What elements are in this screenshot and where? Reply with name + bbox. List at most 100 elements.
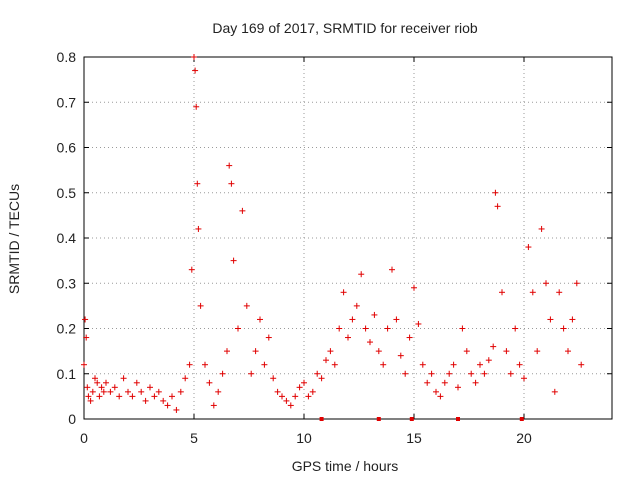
data-point (129, 393, 136, 400)
gap-marker (376, 417, 381, 421)
y-tick-label: 0.8 (57, 49, 77, 65)
y-tick-label: 0.2 (57, 321, 77, 337)
data-point (437, 393, 444, 400)
y-axis-label: SRMTID / TECUs (6, 184, 22, 294)
data-point (406, 334, 413, 341)
data-point (560, 325, 567, 332)
data-point (195, 225, 202, 232)
x-axis-label: GPS time / hours (292, 458, 399, 474)
data-point (353, 302, 360, 309)
data-point (103, 379, 109, 386)
data-point (155, 388, 162, 395)
data-point (411, 284, 417, 291)
data-point (419, 361, 426, 368)
data-point (402, 370, 409, 377)
data-point (164, 402, 171, 409)
data-point (96, 393, 103, 400)
x-tick-label: 5 (190, 430, 198, 446)
data-point (230, 257, 237, 264)
data-point (182, 375, 189, 382)
data-point (239, 207, 246, 214)
data-point (551, 388, 558, 395)
data-point (367, 339, 373, 346)
data-point (547, 316, 554, 323)
data-point (512, 325, 519, 332)
x-tick-label: 10 (296, 430, 312, 446)
data-point (296, 384, 303, 391)
data-point (252, 348, 259, 355)
data-point (331, 361, 338, 368)
data-point (169, 393, 175, 400)
data-point (516, 361, 523, 368)
data-point (191, 54, 197, 60)
data-point (89, 388, 96, 395)
data-point (210, 402, 217, 409)
gap-marker (409, 417, 414, 421)
data-point (521, 375, 527, 382)
data-point (371, 311, 378, 318)
data-point (538, 225, 545, 232)
data-point (340, 289, 347, 296)
data-point (133, 379, 140, 386)
data-point (279, 393, 285, 400)
data-point (120, 375, 127, 382)
data-point (301, 379, 307, 386)
data-point (393, 316, 400, 323)
data-point (193, 103, 200, 110)
data-point (424, 379, 431, 386)
data-point (219, 370, 226, 377)
data-point (147, 384, 153, 391)
data-point (92, 375, 98, 382)
data-point (292, 393, 299, 400)
chart-title: Day 169 of 2017, SRMTID for receiver rio… (212, 20, 478, 36)
data-point (192, 67, 199, 74)
data-point (100, 388, 107, 395)
x-tick-labels: 0 5 10 15 20 (80, 430, 532, 446)
data-point (336, 325, 343, 332)
data-point (94, 379, 101, 386)
data-point (485, 357, 492, 364)
data-point (472, 379, 479, 386)
data-point (305, 393, 312, 400)
data-point (81, 361, 87, 368)
data-point (525, 244, 532, 251)
y-tick-labels: 0 0.1 0.2 0.3 0.4 0.5 0.6 0.7 0.8 (57, 49, 77, 427)
data-point (468, 370, 475, 377)
data-point (151, 393, 158, 400)
y-tick-label: 0.1 (57, 366, 77, 382)
data-point (226, 162, 233, 169)
data-point (397, 352, 404, 359)
y-tick-label: 0.6 (57, 140, 77, 156)
data-point (85, 393, 92, 400)
data-point (197, 302, 204, 309)
data-point (446, 370, 453, 377)
data-point (202, 361, 208, 368)
x-tick-label: 0 (80, 430, 88, 446)
data-point (283, 397, 290, 404)
data-point (415, 320, 422, 327)
data-point (142, 397, 149, 404)
data-point (318, 375, 325, 382)
data-point (565, 348, 571, 355)
data-point (314, 370, 321, 377)
gap-markers (319, 417, 524, 421)
data-point (327, 348, 334, 355)
gap-marker (519, 417, 524, 421)
data-point (261, 361, 268, 368)
data-point (490, 343, 497, 350)
data-point (578, 361, 585, 368)
data-point (243, 302, 250, 309)
data-point (82, 316, 89, 323)
data-point (257, 316, 263, 323)
data-point (345, 334, 351, 341)
data-point (477, 361, 483, 368)
data-point (492, 189, 499, 196)
data-point (459, 325, 466, 332)
data-point (111, 384, 118, 391)
data-point (287, 402, 294, 409)
data-point (529, 289, 536, 296)
data-point (481, 370, 488, 377)
data-point (433, 388, 439, 395)
data-point (98, 384, 105, 391)
